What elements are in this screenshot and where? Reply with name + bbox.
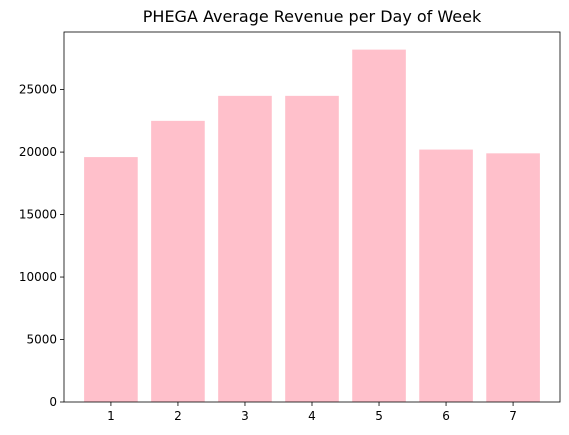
x-tick-label-7: 7 bbox=[509, 409, 517, 423]
x-tick-label-3: 3 bbox=[241, 409, 249, 423]
bars-group bbox=[84, 49, 540, 403]
bar-7 bbox=[486, 153, 540, 402]
bar-2 bbox=[151, 120, 205, 403]
y-tick-label-15000: 15000 bbox=[19, 208, 57, 222]
bar-4 bbox=[285, 95, 339, 402]
bar-5 bbox=[352, 49, 406, 402]
y-tick-label-0: 0 bbox=[49, 395, 57, 409]
x-tick-label-6: 6 bbox=[442, 409, 450, 423]
x-tick-label-4: 4 bbox=[308, 409, 316, 423]
x-tick-label-2: 2 bbox=[174, 409, 182, 423]
y-tick-label-20000: 20000 bbox=[19, 145, 57, 159]
y-tick-label-25000: 25000 bbox=[19, 83, 57, 97]
y-tick-label-10000: 10000 bbox=[19, 270, 57, 284]
x-tick-label-5: 5 bbox=[375, 409, 383, 423]
x-axis-ticks: 1 2 3 4 5 6 7 bbox=[107, 402, 517, 423]
chart-title: PHEGA Average Revenue per Day of Week bbox=[143, 7, 482, 26]
y-tick-label-5000: 5000 bbox=[26, 333, 57, 347]
x-tick-label-1: 1 bbox=[107, 409, 115, 423]
bar-3 bbox=[218, 95, 272, 402]
bar-6 bbox=[419, 149, 473, 402]
plot-frame bbox=[63, 31, 561, 403]
y-axis-ticks: 0 5000 10000 15000 20000 25000 bbox=[19, 83, 64, 409]
bar-1 bbox=[84, 157, 138, 402]
